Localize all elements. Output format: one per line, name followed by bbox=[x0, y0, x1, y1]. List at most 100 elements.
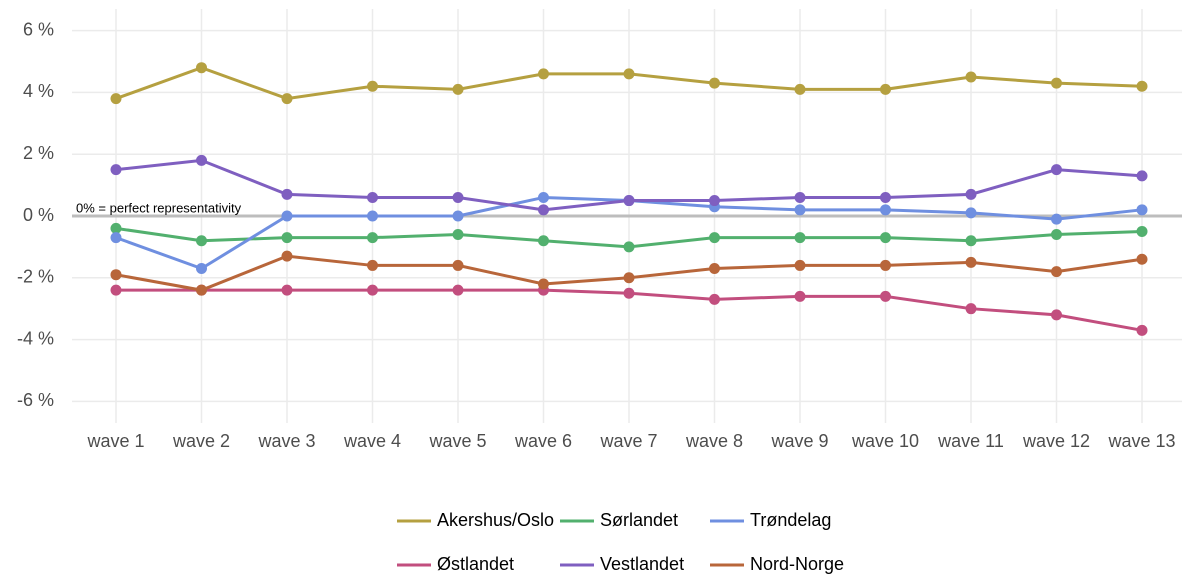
x-tick-label: wave 7 bbox=[599, 431, 657, 451]
x-tick-label: wave 3 bbox=[257, 431, 315, 451]
data-point bbox=[367, 191, 378, 203]
data-point bbox=[623, 272, 635, 284]
x-tick-label: wave 10 bbox=[851, 431, 919, 451]
data-point bbox=[965, 71, 977, 83]
data-point bbox=[452, 284, 464, 296]
data-point bbox=[880, 204, 891, 216]
data-point bbox=[367, 284, 378, 296]
annotation: 0% = perfect representativity bbox=[76, 200, 242, 215]
data-point bbox=[196, 235, 207, 247]
data-point bbox=[281, 284, 293, 296]
data-point bbox=[794, 191, 806, 203]
data-point bbox=[965, 256, 977, 268]
y-tick-label: 4 % bbox=[23, 81, 54, 101]
data-point bbox=[538, 278, 549, 290]
data-point bbox=[110, 284, 122, 296]
legend-label: Nord-Norge bbox=[750, 554, 844, 574]
data-point bbox=[110, 232, 122, 244]
data-point bbox=[709, 77, 720, 89]
data-point bbox=[110, 222, 122, 234]
data-point bbox=[1051, 213, 1062, 225]
y-tick-label: 6 % bbox=[23, 19, 54, 39]
data-point bbox=[196, 154, 207, 166]
data-point bbox=[538, 191, 549, 203]
data-point bbox=[110, 164, 122, 176]
x-tick-label: wave 11 bbox=[937, 431, 1004, 451]
legend-label: Østlandet bbox=[437, 554, 514, 574]
data-point bbox=[623, 287, 635, 299]
data-point bbox=[709, 293, 720, 305]
data-point bbox=[794, 232, 806, 244]
data-point bbox=[880, 83, 891, 95]
data-point bbox=[538, 68, 549, 80]
data-point bbox=[1051, 309, 1062, 321]
x-tick-label: wave 12 bbox=[1022, 431, 1090, 451]
data-point bbox=[623, 68, 635, 80]
data-point bbox=[452, 191, 464, 203]
data-point bbox=[110, 93, 122, 105]
x-tick-label: wave 5 bbox=[428, 431, 486, 451]
data-point bbox=[880, 191, 891, 203]
y-tick-label: 0 % bbox=[23, 205, 54, 225]
data-point bbox=[623, 241, 635, 253]
data-point bbox=[794, 290, 806, 302]
data-point bbox=[367, 80, 378, 92]
y-tick-label: -6 % bbox=[17, 390, 54, 410]
data-point bbox=[1051, 266, 1062, 278]
data-point bbox=[538, 235, 549, 247]
data-point bbox=[452, 83, 464, 95]
data-point bbox=[1051, 229, 1062, 241]
data-point bbox=[1136, 253, 1148, 265]
data-point bbox=[794, 83, 806, 95]
data-point bbox=[281, 232, 293, 244]
data-point bbox=[709, 232, 720, 244]
data-point bbox=[623, 195, 635, 207]
data-point bbox=[965, 188, 977, 200]
legend-label: Trøndelag bbox=[750, 510, 831, 530]
data-point bbox=[367, 210, 378, 222]
data-point bbox=[880, 290, 891, 302]
y-tick-label: 2 % bbox=[23, 143, 54, 163]
data-point bbox=[1136, 225, 1148, 237]
legend-label: Akershus/Oslo bbox=[437, 510, 554, 530]
data-point bbox=[1051, 77, 1062, 89]
data-point bbox=[281, 93, 293, 105]
data-point bbox=[1051, 164, 1062, 176]
data-point bbox=[110, 269, 122, 281]
data-point bbox=[1136, 324, 1148, 336]
y-tick-label: -4 % bbox=[17, 328, 54, 348]
y-tick-label: -2 % bbox=[17, 267, 54, 287]
legend-label: Sørlandet bbox=[600, 510, 678, 530]
data-point bbox=[452, 229, 464, 241]
x-tick-label: wave 1 bbox=[86, 431, 144, 451]
x-tick-label: wave 9 bbox=[770, 431, 828, 451]
data-point bbox=[1136, 204, 1148, 216]
data-point bbox=[794, 204, 806, 216]
data-point bbox=[965, 235, 977, 247]
data-point bbox=[709, 195, 720, 207]
data-point bbox=[965, 303, 977, 315]
data-point bbox=[367, 232, 378, 244]
x-tick-label: wave 6 bbox=[514, 431, 572, 451]
legend-label: Vestlandet bbox=[600, 554, 684, 574]
data-point bbox=[367, 259, 378, 271]
data-point bbox=[1136, 170, 1148, 182]
x-tick-label: wave 2 bbox=[172, 431, 230, 451]
data-point bbox=[281, 210, 293, 222]
data-point bbox=[196, 284, 207, 296]
x-tick-label: wave 8 bbox=[685, 431, 743, 451]
data-point bbox=[1136, 80, 1148, 92]
data-point bbox=[965, 207, 977, 219]
x-tick-label: wave 13 bbox=[1107, 431, 1175, 451]
data-point bbox=[452, 259, 464, 271]
data-point bbox=[281, 250, 293, 262]
data-point bbox=[196, 62, 207, 74]
data-point bbox=[709, 263, 720, 275]
data-point bbox=[281, 188, 293, 200]
data-point bbox=[538, 204, 549, 216]
data-point bbox=[452, 210, 464, 222]
data-point bbox=[794, 259, 806, 271]
data-point bbox=[880, 232, 891, 244]
x-tick-label: wave 4 bbox=[343, 431, 401, 451]
